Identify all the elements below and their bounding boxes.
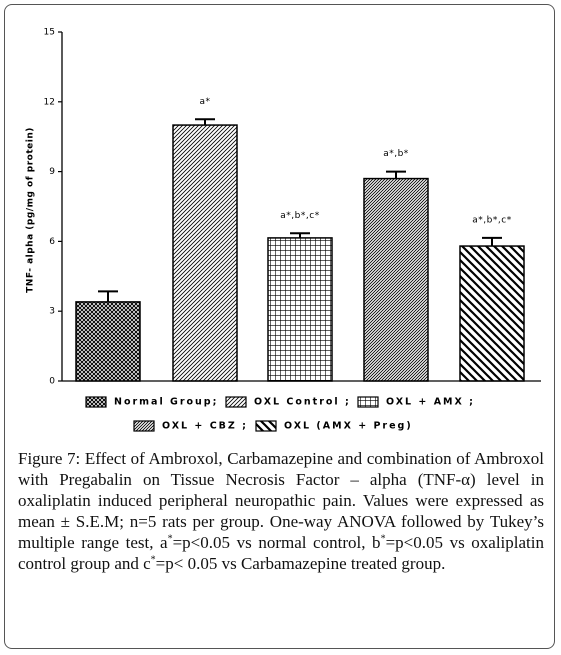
caption-text: Effect of Ambroxol, Carbamazepine and co…: [18, 449, 544, 552]
caption-superscript: *: [167, 533, 173, 545]
bar: [172, 124, 238, 382]
caption-text: =p<0.05 vs oxaliplatin control group and…: [18, 533, 544, 573]
annotation: a*,b*,c*: [280, 211, 319, 221]
chart: TNF- alpha (pg/mg of protein) 0 3 6 9 12 15 a*…: [26, 28, 541, 432]
legend-swatch: [133, 420, 155, 432]
y-tick-label: 3: [49, 307, 55, 317]
legend-swatch: [357, 396, 379, 408]
caption-superscript: *: [150, 554, 156, 566]
caption-text: =p< 0.05 vs Carbamazepine treated group.: [155, 554, 446, 573]
caption-label: Figure 7:: [18, 449, 81, 468]
y-tick-label: 15: [44, 28, 55, 38]
figure-frame: [4, 4, 555, 649]
y-axis-label: TNF- alpha (pg/mg of protein): [26, 127, 36, 293]
annotation: a*,b*,c*: [472, 215, 511, 225]
y-tick-label: 9: [49, 167, 55, 177]
y-tick-label: 0: [49, 377, 55, 387]
legend-swatch: [225, 396, 247, 408]
bar: [363, 177, 429, 382]
bar: [459, 245, 525, 382]
legend-label: OXL Control ;: [254, 397, 351, 408]
caption: Figure 7: Effect of Ambroxol, Carbamazep…: [18, 448, 544, 574]
y-tick-label: 12: [44, 97, 55, 107]
annotation: a*,b*: [383, 149, 409, 159]
legend-swatch: [85, 396, 107, 408]
legend-swatch: [255, 420, 277, 432]
legend-label: OXL + CBZ ;: [162, 421, 248, 432]
bar: [267, 237, 333, 382]
legend-label: OXL + AMX ;: [386, 397, 475, 408]
caption-superscript: *: [380, 533, 386, 545]
y-tick-label: 6: [49, 237, 55, 247]
caption-text: =p<0.05 vs normal control, b: [172, 533, 381, 552]
legend-label: Normal Group;: [114, 397, 218, 408]
legend-label: OXL (AMX + Preg): [284, 421, 413, 432]
annotation: a*: [199, 97, 210, 107]
bar: [75, 301, 141, 382]
